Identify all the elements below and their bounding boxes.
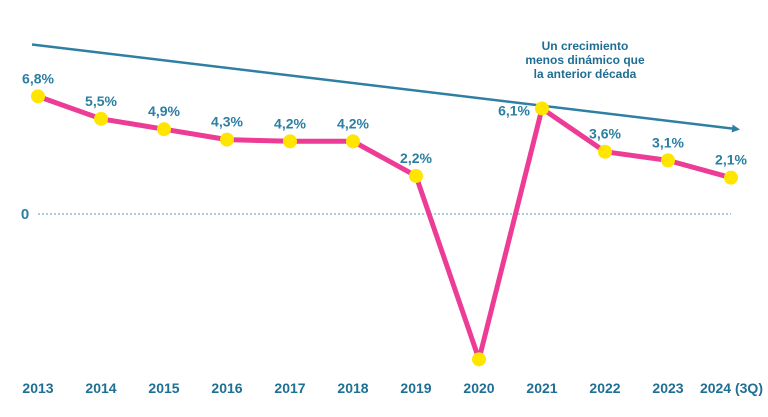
value-label-2017: 4,2% (274, 115, 306, 131)
x-tick-2019: 2019 (400, 380, 431, 396)
annotation-line-2: menos dinámico que (525, 53, 645, 67)
x-tick-2023: 2023 (652, 380, 683, 396)
data-point-2016 (220, 132, 234, 147)
x-tick-2018: 2018 (337, 380, 368, 396)
zero-layer: 0 (21, 206, 731, 223)
data-point-2019 (409, 168, 423, 183)
value-label-20243Q: 2,1% (715, 152, 747, 168)
value-label-2022: 3,6% (589, 126, 621, 142)
zero-axis-label: 0 (21, 206, 29, 223)
annotation-line-1: Un crecimiento (542, 39, 629, 53)
data-point-2014 (94, 111, 108, 126)
value-label-2016: 4,3% (211, 114, 243, 130)
x-tick-2016: 2016 (211, 380, 242, 396)
data-point-2023 (661, 153, 675, 168)
data-point-2021 (535, 101, 549, 116)
annotation: Un crecimiento menos dinámico que la ant… (525, 39, 645, 81)
series-line (35, 93, 734, 362)
trend-arrow-line (31, 43, 740, 133)
x-tick-2013: 2013 (22, 380, 53, 396)
data-point-20243Q (724, 170, 738, 185)
marker-layer (31, 89, 738, 367)
value-label-2019: 2,2% (400, 150, 432, 166)
x-tick-2020: 2020 (463, 380, 494, 396)
trend-layer (31, 43, 740, 133)
x-tick-2014: 2014 (85, 380, 116, 396)
x-tick-2022: 2022 (589, 380, 620, 396)
x-tick-2021: 2021 (526, 380, 557, 396)
value-label-2021: 6,1% (498, 102, 530, 118)
value-label-2013: 6,8% (22, 70, 54, 86)
x-tick-20243Q: 2024 (3Q) (700, 380, 763, 396)
data-point-2018 (346, 134, 360, 149)
x-tick-2015: 2015 (148, 380, 179, 396)
value-label-2014: 5,5% (85, 93, 117, 109)
value-label-2023: 3,1% (652, 134, 684, 150)
data-point-2022 (598, 144, 612, 159)
data-point-2015 (157, 122, 171, 137)
x-tick-2017: 2017 (274, 380, 305, 396)
data-point-2017 (283, 134, 297, 149)
series-layer (35, 93, 734, 362)
label-layer: 6,8% 5,5% 4,9% 4,3% 4,2% 4,2% 2,2% 6,1% 3,6% 3,1%… (22, 70, 747, 167)
annotation-line-3: la anterior década (534, 67, 637, 81)
x-axis-ticks: 2013 2014 2015 2016 2017 2018 2019 2020 2021 2022… (22, 380, 763, 396)
value-label-2015: 4,9% (148, 103, 180, 119)
value-label-2018: 4,2% (337, 115, 369, 131)
data-point-2020 (472, 352, 486, 367)
data-point-2013 (31, 89, 45, 104)
